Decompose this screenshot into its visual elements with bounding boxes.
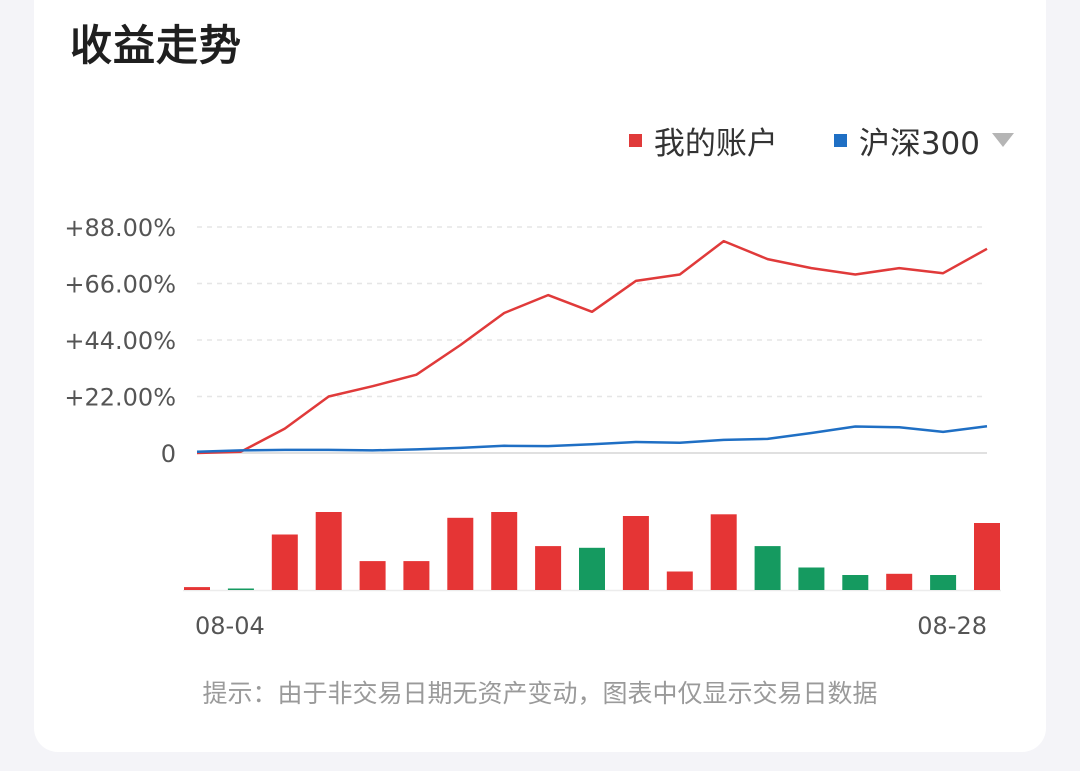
daily-bar <box>535 546 562 590</box>
daily-bar <box>622 516 649 590</box>
y-tick-label: +22.00% <box>64 384 176 412</box>
daily-bar <box>403 561 430 590</box>
daily-bar <box>886 573 913 590</box>
x-tick-label: 08-04 <box>195 612 265 640</box>
x-tick-label: 08-28 <box>917 612 987 640</box>
daily-bar <box>227 588 254 590</box>
daily-bar <box>710 514 737 590</box>
legend-item-account[interactable]: 我的账户 <box>628 118 778 163</box>
daily-bar <box>666 571 693 590</box>
legend-item-benchmark[interactable]: 沪深300 <box>833 118 1014 163</box>
chart-legend: 我的账户 沪深300 <box>628 118 1014 163</box>
daily-bar <box>447 517 474 590</box>
daily-bar <box>271 534 298 590</box>
daily-bar <box>974 523 1000 590</box>
daily-bar <box>491 512 518 590</box>
chart-note: 提示：由于非交易日期无资产变动，图表中仅显示交易日数据 <box>202 679 878 708</box>
daily-bar <box>315 512 342 590</box>
daily-bar <box>184 587 210 590</box>
y-tick-label: +44.00% <box>64 327 176 355</box>
y-tick-label: 0 <box>161 440 176 468</box>
series-line-benchmark <box>196 425 988 453</box>
series-line-account <box>196 239 988 455</box>
caret-down-icon[interactable] <box>992 133 1014 147</box>
legend-label-account: 我的账户 <box>653 125 778 162</box>
profit-trend-card: 收益走势 我的账户 沪深300 <box>34 0 1046 752</box>
card-title: 收益走势 <box>70 21 243 70</box>
daily-bar <box>842 575 869 590</box>
y-tick-label: +66.00% <box>64 271 176 299</box>
legend-label-benchmark: 沪深300 <box>858 125 980 162</box>
daily-bar <box>754 546 781 590</box>
daily-bar <box>359 561 386 590</box>
daily-bar <box>798 567 825 590</box>
daily-bar <box>579 547 605 590</box>
legend-swatch-benchmark <box>833 133 847 147</box>
daily-bar <box>930 575 957 590</box>
y-tick-label: +88.00% <box>64 214 176 242</box>
legend-swatch-account <box>628 133 642 147</box>
